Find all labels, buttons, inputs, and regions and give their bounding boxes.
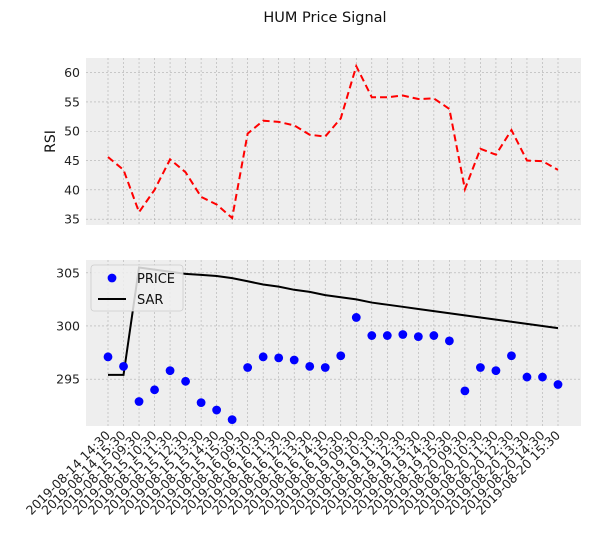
price-point bbox=[119, 362, 128, 371]
price-y-ticks: 295 300 305 bbox=[56, 265, 80, 386]
price-point bbox=[491, 366, 501, 376]
legend-price-marker bbox=[107, 273, 117, 283]
rsi-y-tick-label: 50 bbox=[64, 124, 80, 139]
price-point bbox=[258, 352, 268, 362]
rsi-series bbox=[107, 63, 559, 220]
price-point bbox=[351, 313, 361, 322]
price-point bbox=[413, 332, 423, 342]
price-point bbox=[444, 336, 454, 346]
price-y-tick-label: 300 bbox=[56, 318, 80, 333]
price-point bbox=[367, 331, 377, 340]
price-point bbox=[227, 415, 237, 425]
price-point bbox=[460, 386, 470, 396]
price-point bbox=[336, 351, 346, 361]
legend-sar-label: SAR bbox=[137, 293, 163, 308]
price-point bbox=[196, 398, 206, 407]
price-point bbox=[305, 362, 315, 371]
rsi-y-axis-label: RSI bbox=[43, 130, 59, 153]
chart-title: HUM Price Signal bbox=[263, 10, 386, 26]
price-point bbox=[274, 353, 284, 363]
price-point bbox=[553, 380, 563, 389]
price-y-tick-label: 295 bbox=[56, 372, 80, 387]
rsi-y-tick-label: 45 bbox=[64, 153, 80, 168]
price-point bbox=[134, 397, 144, 406]
rsi-y-tick-label: 55 bbox=[64, 94, 80, 109]
rsi-grid bbox=[86, 58, 581, 225]
rsi-y-tick-label: 35 bbox=[64, 212, 80, 227]
price-point bbox=[398, 330, 408, 339]
rsi-axes: 35 40 45 50 55 60 RSI bbox=[43, 58, 581, 227]
price-series bbox=[103, 266, 563, 425]
price-y-tick-label: 305 bbox=[56, 265, 80, 280]
legend: PRICE SAR bbox=[90, 264, 184, 312]
price-point bbox=[181, 376, 190, 386]
price-point bbox=[212, 405, 222, 415]
price-point bbox=[103, 352, 113, 362]
price-point bbox=[538, 372, 547, 382]
price-point bbox=[165, 366, 175, 376]
legend-price-label: PRICE bbox=[137, 272, 175, 287]
price-point bbox=[150, 385, 159, 395]
rsi-y-ticks: 35 40 45 50 55 60 bbox=[64, 65, 80, 226]
price-point bbox=[320, 363, 330, 372]
price-point bbox=[289, 355, 299, 365]
price-point bbox=[476, 363, 485, 372]
rsi-y-tick-label: 60 bbox=[64, 65, 80, 80]
rsi-y-tick-label: 40 bbox=[64, 182, 80, 197]
price-point bbox=[243, 363, 253, 372]
price-point bbox=[507, 351, 516, 361]
price-point bbox=[429, 331, 439, 340]
price-point bbox=[382, 331, 392, 340]
rsi-line bbox=[107, 63, 559, 220]
price-point bbox=[522, 372, 532, 382]
rsi-plot-background bbox=[86, 58, 581, 225]
price-grid bbox=[86, 260, 581, 426]
